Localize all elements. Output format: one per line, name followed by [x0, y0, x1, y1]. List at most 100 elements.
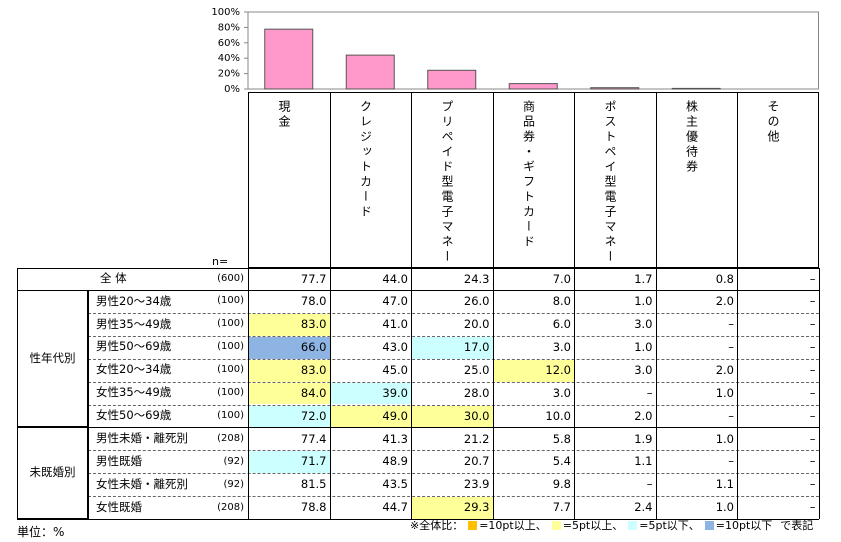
cell: 45.0 [382, 362, 408, 377]
legend-label: =5pt以下、 [639, 519, 700, 532]
row-n: (100) [217, 409, 244, 421]
cell: 47.0 [382, 294, 408, 309]
cell: 81.5 [300, 477, 327, 492]
col-border [655, 92, 657, 268]
row-border [17, 268, 819, 269]
cell: 49.0 [330, 405, 411, 428]
row-label: 男性20～34歳 [96, 293, 172, 308]
legend: ※全体比： =10pt以上、 =5pt以上、 =5pt以下、 =10pt以下 で表記 [410, 520, 813, 531]
bar [427, 69, 477, 90]
group-label: 未既婚別 [29, 465, 76, 480]
cell: 78.8 [300, 500, 327, 515]
row-label: 男性既婚 [96, 453, 142, 468]
row-label: 女性35～49歳 [96, 385, 172, 400]
row-n: (600) [217, 273, 244, 284]
legend-swatch [551, 521, 561, 530]
bar [671, 87, 721, 90]
cell: 20.7 [463, 454, 490, 469]
n-left [88, 290, 89, 519]
cell: 44.0 [382, 271, 408, 286]
cell: 83.0 [249, 359, 330, 382]
cell: – [728, 454, 734, 469]
row-border [88, 404, 819, 407]
cell: 6.0 [552, 317, 571, 332]
row-n: (100) [217, 295, 244, 307]
cell: 28.0 [463, 385, 490, 400]
cell: 8.0 [552, 294, 571, 309]
legend-label: =5pt以上、 [562, 519, 624, 532]
col-border [655, 268, 657, 519]
unit: 単位：% [17, 525, 65, 539]
row-border [88, 358, 819, 361]
row-n: (100) [217, 318, 244, 330]
cell: – [728, 339, 734, 354]
y-tick-label: 100% [211, 7, 240, 18]
cell: – [809, 408, 816, 423]
n-label: n= [212, 255, 229, 268]
legend-label: =10pt以下 [715, 519, 773, 532]
col-border [818, 268, 820, 519]
cell: 29.3 [412, 497, 493, 519]
row-border [88, 312, 819, 315]
column-header: 現金 [277, 100, 291, 130]
cell: – [728, 408, 734, 423]
row-label: 男性35～49歳 [96, 316, 172, 331]
cell: 43.5 [382, 477, 408, 492]
cell: 3.0 [552, 339, 571, 354]
cell: 17.0 [412, 336, 493, 359]
cell: 7.7 [552, 500, 571, 515]
cell: 43.0 [382, 339, 408, 354]
col-border [329, 268, 331, 519]
row-border [88, 473, 819, 475]
cell: – [809, 362, 816, 377]
cell: 78.0 [300, 294, 327, 309]
cell: 3.0 [634, 317, 653, 332]
col-border [411, 92, 412, 268]
cell: 1.0 [634, 294, 653, 309]
y-tick-label: 60% [218, 38, 240, 49]
cell: 25.0 [463, 362, 490, 377]
cell: 41.0 [382, 317, 408, 332]
legend-prefix: ※全体比： [410, 519, 464, 532]
cell: 3.0 [634, 362, 653, 377]
cell: 0.8 [715, 271, 734, 286]
cell: – [809, 271, 816, 286]
cell: – [809, 454, 816, 469]
cell: 41.3 [382, 431, 408, 446]
cell: 21.2 [463, 431, 490, 446]
cell: 1.7 [634, 271, 653, 286]
cell: 30.0 [412, 405, 493, 428]
col-border [492, 92, 494, 268]
cell: 77.7 [300, 271, 327, 286]
cell: 5.8 [552, 431, 571, 446]
row-border [88, 496, 819, 498]
cell: 7.0 [552, 271, 571, 286]
cell: – [809, 294, 816, 309]
cell: 2.0 [715, 294, 734, 309]
chart: 0% 20% 40% 60% 80% 100% [211, 7, 819, 95]
col-border [737, 268, 738, 519]
cell: – [809, 339, 816, 354]
bar [264, 28, 314, 90]
row-label: 女性20～34歳 [96, 362, 172, 377]
cell: 26.0 [463, 294, 490, 309]
col-border [329, 92, 331, 268]
header-border [248, 92, 819, 268]
plot-frame [247, 11, 819, 90]
legend-swatch [628, 521, 638, 530]
col-border [574, 92, 575, 268]
cell: 84.0 [249, 382, 330, 405]
row-border [88, 290, 819, 291]
column-header: クレジットカード [358, 100, 373, 220]
bar [345, 54, 395, 90]
cell: 1.1 [715, 477, 734, 492]
row-border [88, 335, 819, 338]
row-n: (100) [217, 387, 244, 399]
cell: 20.0 [463, 317, 490, 332]
column-header: 株主優待券 [684, 100, 699, 175]
legend-suffix: で表記 [780, 519, 814, 532]
group-border [17, 427, 88, 519]
cell: 44.7 [382, 500, 408, 515]
row-n: (208) [217, 432, 244, 444]
